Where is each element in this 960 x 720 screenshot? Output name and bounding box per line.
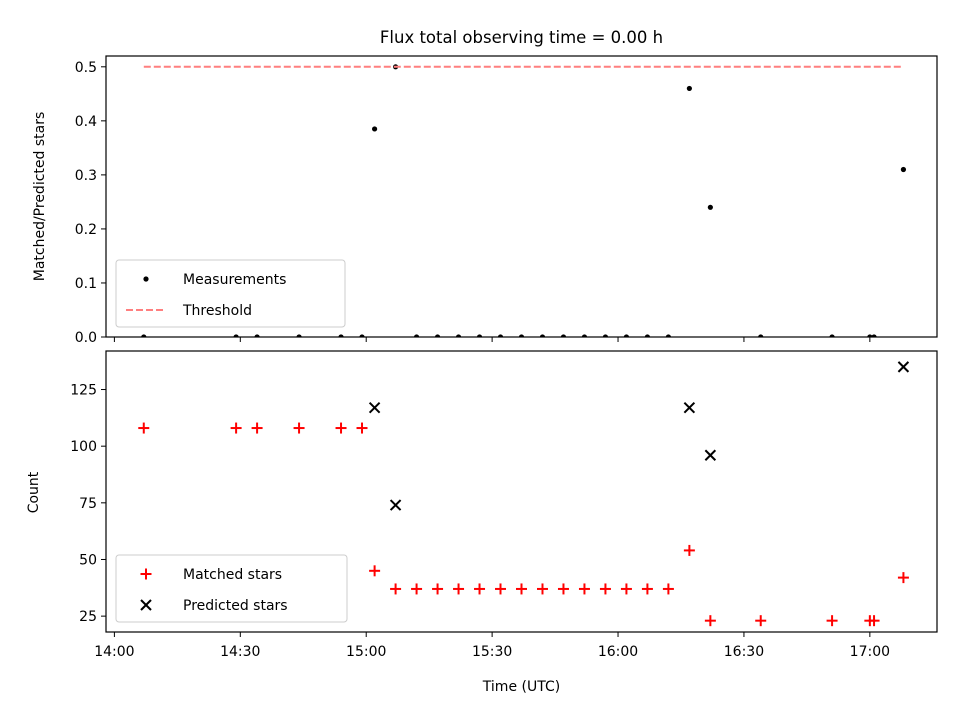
matched-stars-point [516, 583, 527, 595]
chart-title: Flux total observing time = 0.00 h [380, 28, 663, 47]
predicted-stars-point [683, 401, 696, 414]
bottom-y-axis-label: Count [26, 471, 42, 513]
predicted-stars-legend-label: Predicted stars [183, 598, 288, 614]
measurements-point [296, 334, 302, 337]
matched-stars-point [620, 583, 632, 595]
threshold-legend-label: Threshold [182, 303, 252, 319]
matched-stars-point [432, 583, 444, 595]
measurements-point [602, 334, 609, 337]
y-tick-label: 0.1 [75, 276, 97, 292]
matched-stars-point [230, 422, 242, 434]
matched-stars-point [293, 422, 305, 434]
measurements-point [829, 334, 835, 337]
matched-stars-point [356, 422, 368, 434]
legend: Measurements Threshold [115, 259, 346, 328]
matched-stars-point [474, 583, 486, 595]
measurements-point [871, 334, 877, 337]
matched-stars-point [704, 615, 716, 627]
matched-stars-point [557, 583, 569, 595]
matched-stars-point [662, 583, 674, 595]
matched-stars-point [755, 615, 767, 627]
matched-stars-point [826, 615, 838, 627]
predicted-stars-point [897, 361, 910, 373]
measurements-point [372, 126, 378, 132]
matched-stars-point [390, 583, 402, 595]
measurements-point [539, 334, 546, 337]
measurements-point [338, 334, 344, 337]
matched-stars-legend-label: Matched stars [183, 567, 282, 583]
measurements-point [233, 334, 239, 337]
y-tick-label: 0.2 [75, 222, 97, 238]
measurements-point [560, 334, 567, 337]
x-tick-label: 14:30 [220, 644, 260, 660]
measurements-point [665, 334, 671, 337]
matched-stars-point [495, 583, 507, 595]
y-tick-label: 100 [70, 439, 97, 455]
plot-area [141, 64, 907, 337]
plot-area [138, 361, 910, 627]
measurements-point [900, 166, 907, 173]
y-tick-label: 50 [79, 552, 97, 568]
y-tick-label: 25 [79, 609, 97, 625]
x-tick-label: 16:00 [598, 644, 638, 660]
x-axis-label: Time (UTC) [482, 679, 560, 695]
x-tick-label: 17:00 [850, 644, 890, 660]
measurements-point [455, 334, 462, 337]
bottom-plot-panel: 25 50 75 100 125 14:00 14:30 15:00 15:30 16:00 16:… [70, 350, 938, 660]
y-tick-label: 125 [70, 383, 97, 399]
x-tick-label: 14:00 [94, 644, 134, 660]
top-y-axis-label: Matched/Predicted stars [32, 112, 48, 282]
measurements-legend-label: Measurements [183, 272, 286, 288]
predicted-stars-point [368, 401, 381, 414]
measurements-point [686, 85, 692, 92]
legend: Matched stars Predicted stars [115, 554, 348, 623]
y-tick-label: 0.5 [75, 60, 97, 76]
y-tick-label: 0.0 [75, 330, 97, 346]
measurements-point [359, 334, 365, 337]
matched-stars-point [369, 565, 381, 577]
matched-stars-point [536, 583, 548, 595]
x-tick-label: 15:30 [472, 644, 512, 660]
legend-box [115, 259, 346, 328]
x-tick-label: 16:30 [724, 644, 764, 660]
measurements-point [141, 334, 147, 337]
measurements-point [254, 334, 260, 337]
matched-stars-point [335, 422, 347, 434]
measurements-point [581, 334, 588, 337]
measurements-point [867, 334, 873, 337]
y-tick-label: 75 [79, 496, 97, 512]
y-tick-label: 0.4 [75, 114, 97, 130]
legend-box [115, 554, 348, 623]
matched-stars-point [578, 583, 590, 595]
predicted-stars-point [704, 449, 717, 461]
matched-stars-point [641, 583, 653, 595]
measurements-point [497, 334, 504, 337]
matched-stars-legend-marker [140, 568, 152, 580]
x-tick-label: 15:00 [346, 644, 386, 660]
measurements-point [476, 334, 483, 337]
predicted-stars-legend-marker [140, 599, 152, 611]
matched-stars-point [411, 583, 423, 595]
matched-stars-point [138, 422, 150, 434]
measurements-point [413, 334, 420, 337]
matched-stars-point [897, 572, 909, 584]
measurements-point [758, 334, 764, 337]
axes-frame [105, 55, 938, 338]
matched-stars-point [251, 422, 263, 434]
matched-stars-point [868, 615, 880, 627]
axes-frame [105, 350, 938, 633]
predicted-stars-point [389, 499, 402, 511]
measurements-point [518, 334, 525, 337]
matched-stars-point [599, 583, 611, 595]
matched-stars-point [453, 583, 465, 595]
measurements-point [434, 334, 441, 337]
measurements-point [623, 334, 630, 337]
y-tick-label: 0.3 [75, 168, 97, 184]
top-plot-panel: 0.0 0.1 0.2 0.3 0.4 0.5 Measurements Threshold [75, 55, 938, 346]
matched-stars-point [683, 544, 695, 556]
measurements-point [644, 334, 651, 337]
measurements-legend-marker [143, 276, 149, 282]
measurements-point [707, 204, 713, 210]
